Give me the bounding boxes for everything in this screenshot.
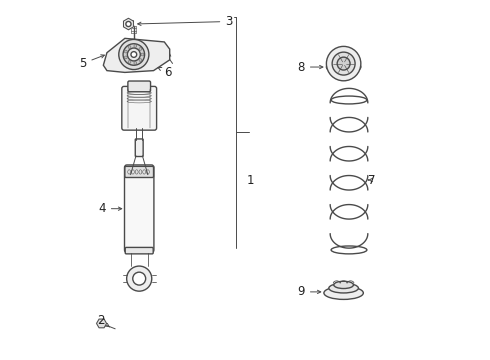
Polygon shape (97, 319, 107, 328)
Circle shape (126, 266, 152, 291)
Text: 3: 3 (138, 15, 233, 28)
Circle shape (337, 57, 350, 70)
Circle shape (123, 44, 145, 65)
FancyBboxPatch shape (122, 86, 157, 130)
Ellipse shape (329, 283, 358, 293)
FancyBboxPatch shape (128, 81, 150, 92)
Circle shape (141, 53, 144, 56)
Ellipse shape (334, 281, 353, 288)
Circle shape (126, 22, 131, 27)
Ellipse shape (324, 287, 364, 300)
Circle shape (326, 46, 361, 81)
Polygon shape (103, 39, 170, 72)
FancyBboxPatch shape (135, 139, 143, 157)
Circle shape (139, 59, 142, 62)
Circle shape (128, 60, 131, 63)
Circle shape (134, 62, 137, 64)
Circle shape (119, 40, 149, 69)
Text: 8: 8 (297, 60, 323, 73)
FancyBboxPatch shape (124, 165, 154, 252)
Ellipse shape (332, 62, 355, 68)
Text: 2: 2 (97, 314, 110, 328)
Circle shape (131, 51, 137, 57)
Text: 4: 4 (98, 202, 122, 215)
FancyBboxPatch shape (125, 166, 153, 177)
Ellipse shape (337, 62, 350, 66)
Text: 6: 6 (158, 66, 172, 79)
Circle shape (134, 45, 137, 48)
Circle shape (128, 46, 131, 49)
Circle shape (124, 50, 127, 53)
Circle shape (127, 48, 140, 61)
Text: 7: 7 (368, 174, 375, 186)
Circle shape (124, 56, 127, 59)
FancyBboxPatch shape (125, 247, 153, 254)
Circle shape (332, 52, 355, 75)
Text: 9: 9 (297, 285, 321, 298)
Text: 5: 5 (79, 55, 104, 70)
Polygon shape (123, 18, 133, 30)
Text: 1: 1 (247, 174, 254, 186)
Circle shape (133, 272, 146, 285)
Ellipse shape (326, 61, 361, 73)
Circle shape (139, 48, 142, 50)
